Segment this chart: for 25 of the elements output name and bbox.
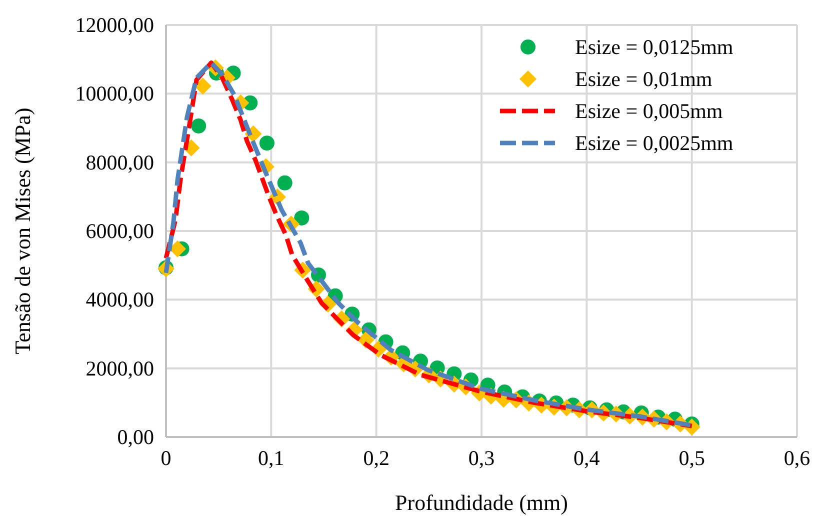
x-tick-label: 0,3 — [468, 446, 495, 470]
point — [191, 118, 206, 134]
x-tick-label: 0,2 — [363, 446, 390, 470]
y-tick-label: 4000,00 — [86, 288, 154, 312]
point — [259, 136, 274, 151]
y-tick-label: 0,00 — [117, 425, 154, 449]
legend-label: Esize = 0,0125mm — [575, 35, 734, 59]
x-tick-label: 0,1 — [258, 446, 284, 470]
y-tick-label: 2000,00 — [86, 356, 154, 380]
point — [194, 78, 212, 95]
legend-label: Esize = 0,01mm — [575, 67, 712, 91]
point — [277, 175, 292, 190]
y-axis-title: Tensão de von Mises (MPa) — [10, 108, 35, 354]
x-tick-label: 0,4 — [574, 446, 600, 470]
legend-label: Esize = 0,0025mm — [575, 131, 734, 155]
x-tick-label: 0,5 — [678, 446, 705, 470]
x-tick-label: 0,6 — [784, 446, 810, 470]
x-axis-title: Profundidade (mm) — [395, 490, 568, 515]
y-tick-label: 10000,00 — [75, 82, 154, 106]
y-tick-label: 8000,00 — [86, 150, 154, 174]
y-tick-label: 6000,00 — [86, 219, 154, 243]
y-tick-label: 12000,00 — [75, 13, 154, 37]
x-tick-label: 0 — [160, 446, 172, 470]
point — [294, 210, 310, 226]
legend-label: Esize = 0,005mm — [575, 99, 723, 123]
